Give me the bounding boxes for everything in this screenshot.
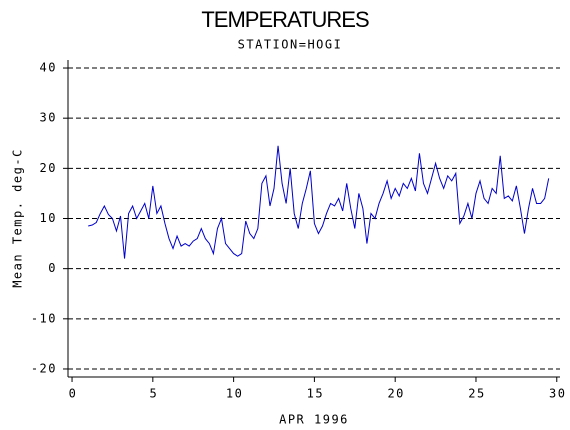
x-tick-label: 0 — [69, 387, 78, 401]
x-tick-label: 25 — [468, 387, 485, 401]
x-tick-label: 30 — [549, 387, 566, 401]
x-tick-label: 10 — [226, 387, 243, 401]
y-tick-label: 0 — [48, 261, 57, 275]
y-tick-label: -10 — [31, 311, 57, 325]
y-tick-label: -20 — [31, 361, 57, 375]
x-tick-label: 20 — [387, 387, 404, 401]
chart-subtitle: STATION=HOGI — [238, 38, 343, 52]
chart-title: TEMPERATURES — [201, 7, 369, 32]
x-tick-label: 15 — [307, 387, 324, 401]
y-tick-label: 40 — [40, 61, 57, 75]
y-tick-label: 20 — [40, 161, 57, 175]
y-axis-label: Mean Temp. deg-C — [11, 148, 25, 288]
y-tick-label: 10 — [40, 211, 57, 225]
temperature-line — [88, 145, 550, 259]
x-axis-label: APR 1996 — [279, 413, 349, 427]
x-tick-label: 5 — [149, 387, 158, 401]
y-tick-label: 30 — [40, 111, 57, 125]
